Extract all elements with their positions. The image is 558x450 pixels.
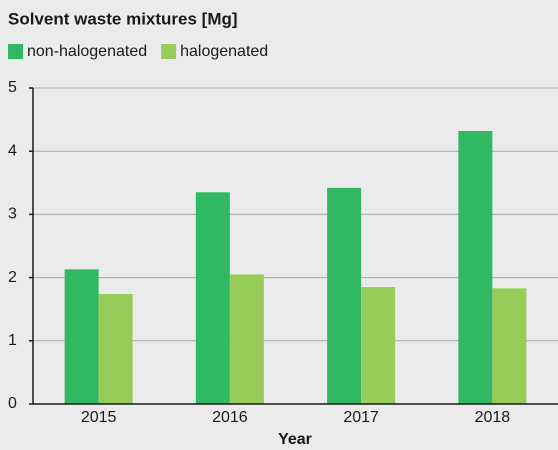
y-tick-label: 1 — [8, 332, 17, 349]
bar — [458, 130, 493, 404]
x-tick-label: 2016 — [212, 409, 248, 426]
bar — [195, 192, 230, 404]
y-tick-label: 4 — [8, 142, 17, 159]
legend-label: halogenated — [180, 43, 268, 60]
legend-swatch — [8, 44, 23, 59]
y-tick-label: 3 — [8, 206, 17, 223]
chart-title: Solvent waste mixtures [Mg] — [8, 9, 238, 28]
y-tick-label: 2 — [8, 269, 17, 286]
x-tick-label: 2015 — [81, 409, 117, 426]
bar — [327, 187, 362, 404]
legend-swatch — [161, 44, 177, 59]
x-axis-label: Year — [278, 431, 312, 448]
x-tick-label: 2018 — [475, 409, 511, 426]
bar — [361, 287, 396, 404]
y-tick-label: 5 — [8, 79, 17, 96]
y-tick-label: 0 — [8, 395, 17, 412]
x-tick-label: 2017 — [343, 409, 379, 426]
bar — [64, 269, 99, 404]
bar — [98, 294, 133, 404]
legend-label: non-halogenated — [27, 43, 147, 60]
bar — [229, 274, 264, 404]
bar — [492, 288, 527, 404]
